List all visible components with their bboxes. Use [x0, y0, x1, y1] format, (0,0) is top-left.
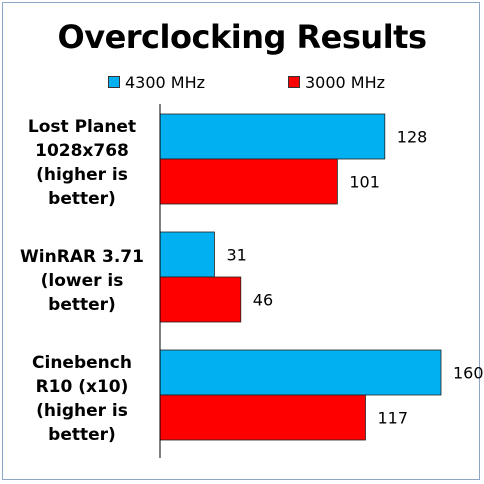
data-label-cinebench-4300: 160 — [453, 364, 484, 383]
category-label-winrar: WinRAR 3.71 (lower is better) — [20, 247, 144, 315]
legend-label-3000: 3000 MHz — [305, 72, 386, 92]
category-label-cinebench: Cinebench R10 (x10) (higher is better) — [32, 353, 132, 445]
legend-swatch-3000 — [288, 76, 300, 88]
bar-cinebench-3000 — [159, 394, 366, 441]
bar-winrar-4300 — [159, 231, 215, 278]
legend-label-4300: 4300 MHz — [125, 72, 206, 92]
legend-item-3000: 3000 MHz — [288, 72, 385, 92]
data-label-lost-planet-4300: 128 — [397, 128, 428, 147]
data-label-winrar-3000: 46 — [253, 291, 273, 310]
bar-lost-planet-3000 — [159, 158, 338, 205]
data-label-lost-planet-3000: 101 — [349, 173, 380, 192]
data-label-cinebench-3000: 117 — [377, 409, 408, 428]
legend-item-4300: 4300 MHz — [108, 72, 205, 92]
data-label-winrar-4300: 31 — [226, 246, 246, 265]
legend-swatch-4300 — [108, 76, 120, 88]
category-label-lost-planet: Lost Planet 1028x768 (higher is better) — [27, 117, 137, 209]
bar-cinebench-4300 — [159, 349, 442, 396]
chart-title: Overclocking Results — [57, 18, 428, 56]
bar-winrar-3000 — [159, 276, 242, 323]
bar-lost-planet-4300 — [159, 113, 386, 160]
